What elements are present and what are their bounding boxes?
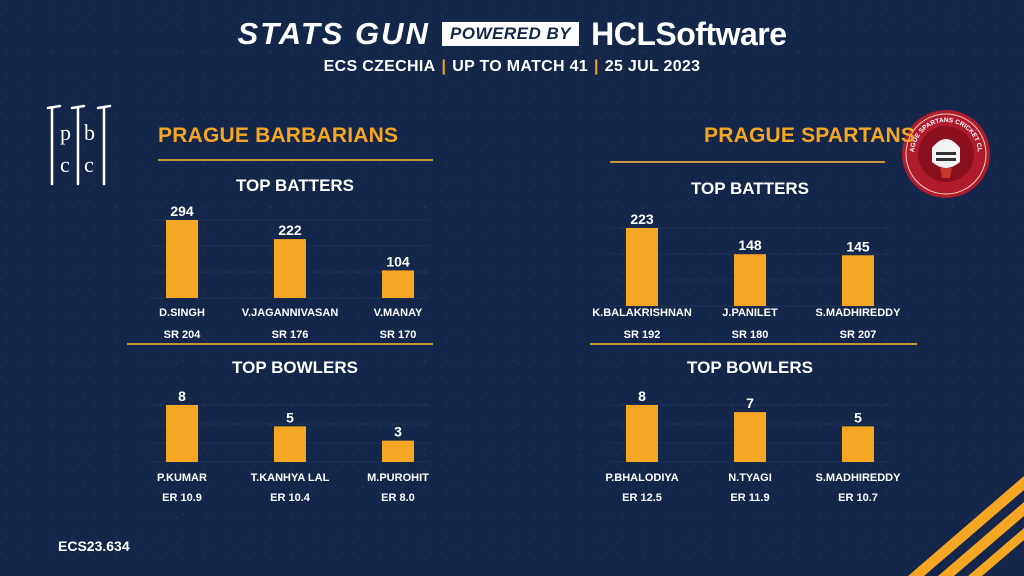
header: STATS GUN POWERED BY HCLSoftware ECS CZE… [0, 14, 1024, 76]
software-text: Software [655, 15, 787, 52]
bar [166, 220, 198, 298]
player-name-label: K.BALAKRISHNAN [592, 307, 692, 319]
bar [842, 426, 874, 462]
bar-value-label: 223 [630, 211, 654, 227]
subtitle-match: UP TO MATCH 41 [452, 58, 588, 75]
player-name-label: S.MADHIREDDY [816, 307, 902, 319]
subtitle-separator: | [594, 58, 599, 75]
bar [626, 228, 658, 306]
player-name-label: P.BHALODIYA [605, 472, 678, 484]
subtitle-date: 25 JUL 2023 [604, 58, 701, 75]
bar-value-label: 104 [386, 253, 410, 269]
rate-label: ER 8.0 [381, 492, 415, 504]
chart-batters-left: 294 D.SINGH SR 204 222 V.JAGANNIVASAN SR 176 1… [130, 198, 430, 358]
team-rule-right [610, 161, 885, 163]
player-name-label: M.PUROHIT [367, 472, 429, 484]
bar [842, 255, 874, 306]
subtitle-separator: | [441, 58, 447, 75]
bar [274, 426, 306, 462]
bar [274, 239, 306, 298]
rate-label: SR 192 [624, 329, 661, 341]
rate-label: SR 207 [840, 329, 877, 341]
bar-value-label: 8 [638, 388, 646, 404]
hcl-software-logo: HCLSoftware [591, 15, 787, 53]
powered-by-badge: POWERED BY [441, 22, 580, 46]
player-name-label: S.MADHIREDDY [816, 472, 902, 484]
top-bowlers-title-right: TOP BOWLERS [687, 358, 813, 377]
section-rule-right [590, 343, 917, 345]
player-name-label: P.KUMAR [157, 472, 207, 484]
decorative-stripes [884, 466, 1024, 576]
top-bowlers-title-left: TOP BOWLERS [232, 358, 358, 377]
bar-value-label: 5 [286, 409, 294, 425]
stats-gun-logo: STATS GUN [237, 16, 430, 51]
chart-bowlers-left: 8 P.KUMAR ER 10.9 5 T.KANHYA LAL ER 10.4 3 M.PU… [130, 387, 430, 547]
footer-code: ECS23.634 [58, 538, 130, 554]
player-name-label: J.PANILET [722, 307, 778, 319]
bar-value-label: 145 [846, 238, 870, 254]
svg-text:c: c [84, 152, 94, 177]
subtitle-league: ECS CZECHIA [323, 58, 436, 75]
bar [166, 405, 198, 462]
player-name-label: V.JAGANNIVASAN [242, 307, 339, 319]
bar [382, 440, 414, 462]
rate-label: ER 11.9 [730, 492, 769, 504]
section-rule-left [127, 343, 433, 345]
player-name-label: N.TYAGI [728, 472, 772, 484]
svg-text:c: c [60, 152, 70, 177]
bar-value-label: 294 [170, 203, 194, 219]
bar [734, 412, 766, 462]
rate-label: SR 170 [380, 329, 417, 341]
rate-label: ER 10.4 [270, 492, 311, 504]
rate-label: SR 176 [272, 329, 309, 341]
svg-text:b: b [84, 120, 95, 145]
prague-spartans-crest-icon: PRAGUE SPARTANS CRICKET CLUB [898, 103, 992, 205]
rate-label: SR 180 [732, 329, 769, 341]
player-name-label: V.MANAY [374, 307, 423, 319]
rate-label: ER 10.9 [162, 492, 202, 504]
brand-row: STATS GUN POWERED BY HCLSoftware [0, 14, 1024, 54]
hcl-text: HCL [591, 15, 656, 52]
team-title-left: PRAGUE BARBARIANS [158, 124, 399, 147]
subtitle: ECS CZECHIA | UP TO MATCH 41 | 25 JUL 2023 [0, 58, 1024, 76]
rate-label: ER 10.7 [838, 492, 878, 504]
top-batters-title-left: TOP BATTERS [235, 176, 355, 195]
rate-label: ER 12.5 [622, 492, 662, 504]
rate-label: SR 204 [164, 329, 202, 341]
bar-value-label: 7 [746, 395, 754, 411]
chart-batters-right: 223 K.BALAKRISHNAN SR 192 148 J.PANILET SR 18… [590, 210, 901, 370]
player-name-label: T.KANHYA LAL [251, 472, 330, 484]
player-name-label: D.SINGH [159, 307, 205, 319]
bar [734, 254, 766, 306]
bar-value-label: 148 [738, 237, 762, 253]
chart-bowlers-right: 8 P.BHALODIYA ER 12.5 7 N.TYAGI ER 11.9 5 S.MAD… [590, 387, 901, 547]
bar-value-label: 8 [178, 388, 186, 404]
team-title-right: PRAGUE SPARTANS [704, 124, 916, 147]
bar [382, 270, 414, 298]
team-rule-left [158, 159, 433, 161]
top-batters-title-right: TOP BATTERS [690, 179, 810, 198]
pbc-logo-icon: p b c c [42, 100, 114, 195]
bar-value-label: 5 [854, 409, 862, 425]
bar-value-label: 3 [394, 424, 402, 440]
bar [626, 405, 658, 462]
svg-text:p: p [60, 120, 71, 145]
bar-value-label: 222 [278, 222, 302, 238]
